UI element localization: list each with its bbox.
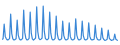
chart — [0, 0, 120, 45]
plot-area — [2, 6, 118, 40]
series-line — [2, 6, 118, 40]
